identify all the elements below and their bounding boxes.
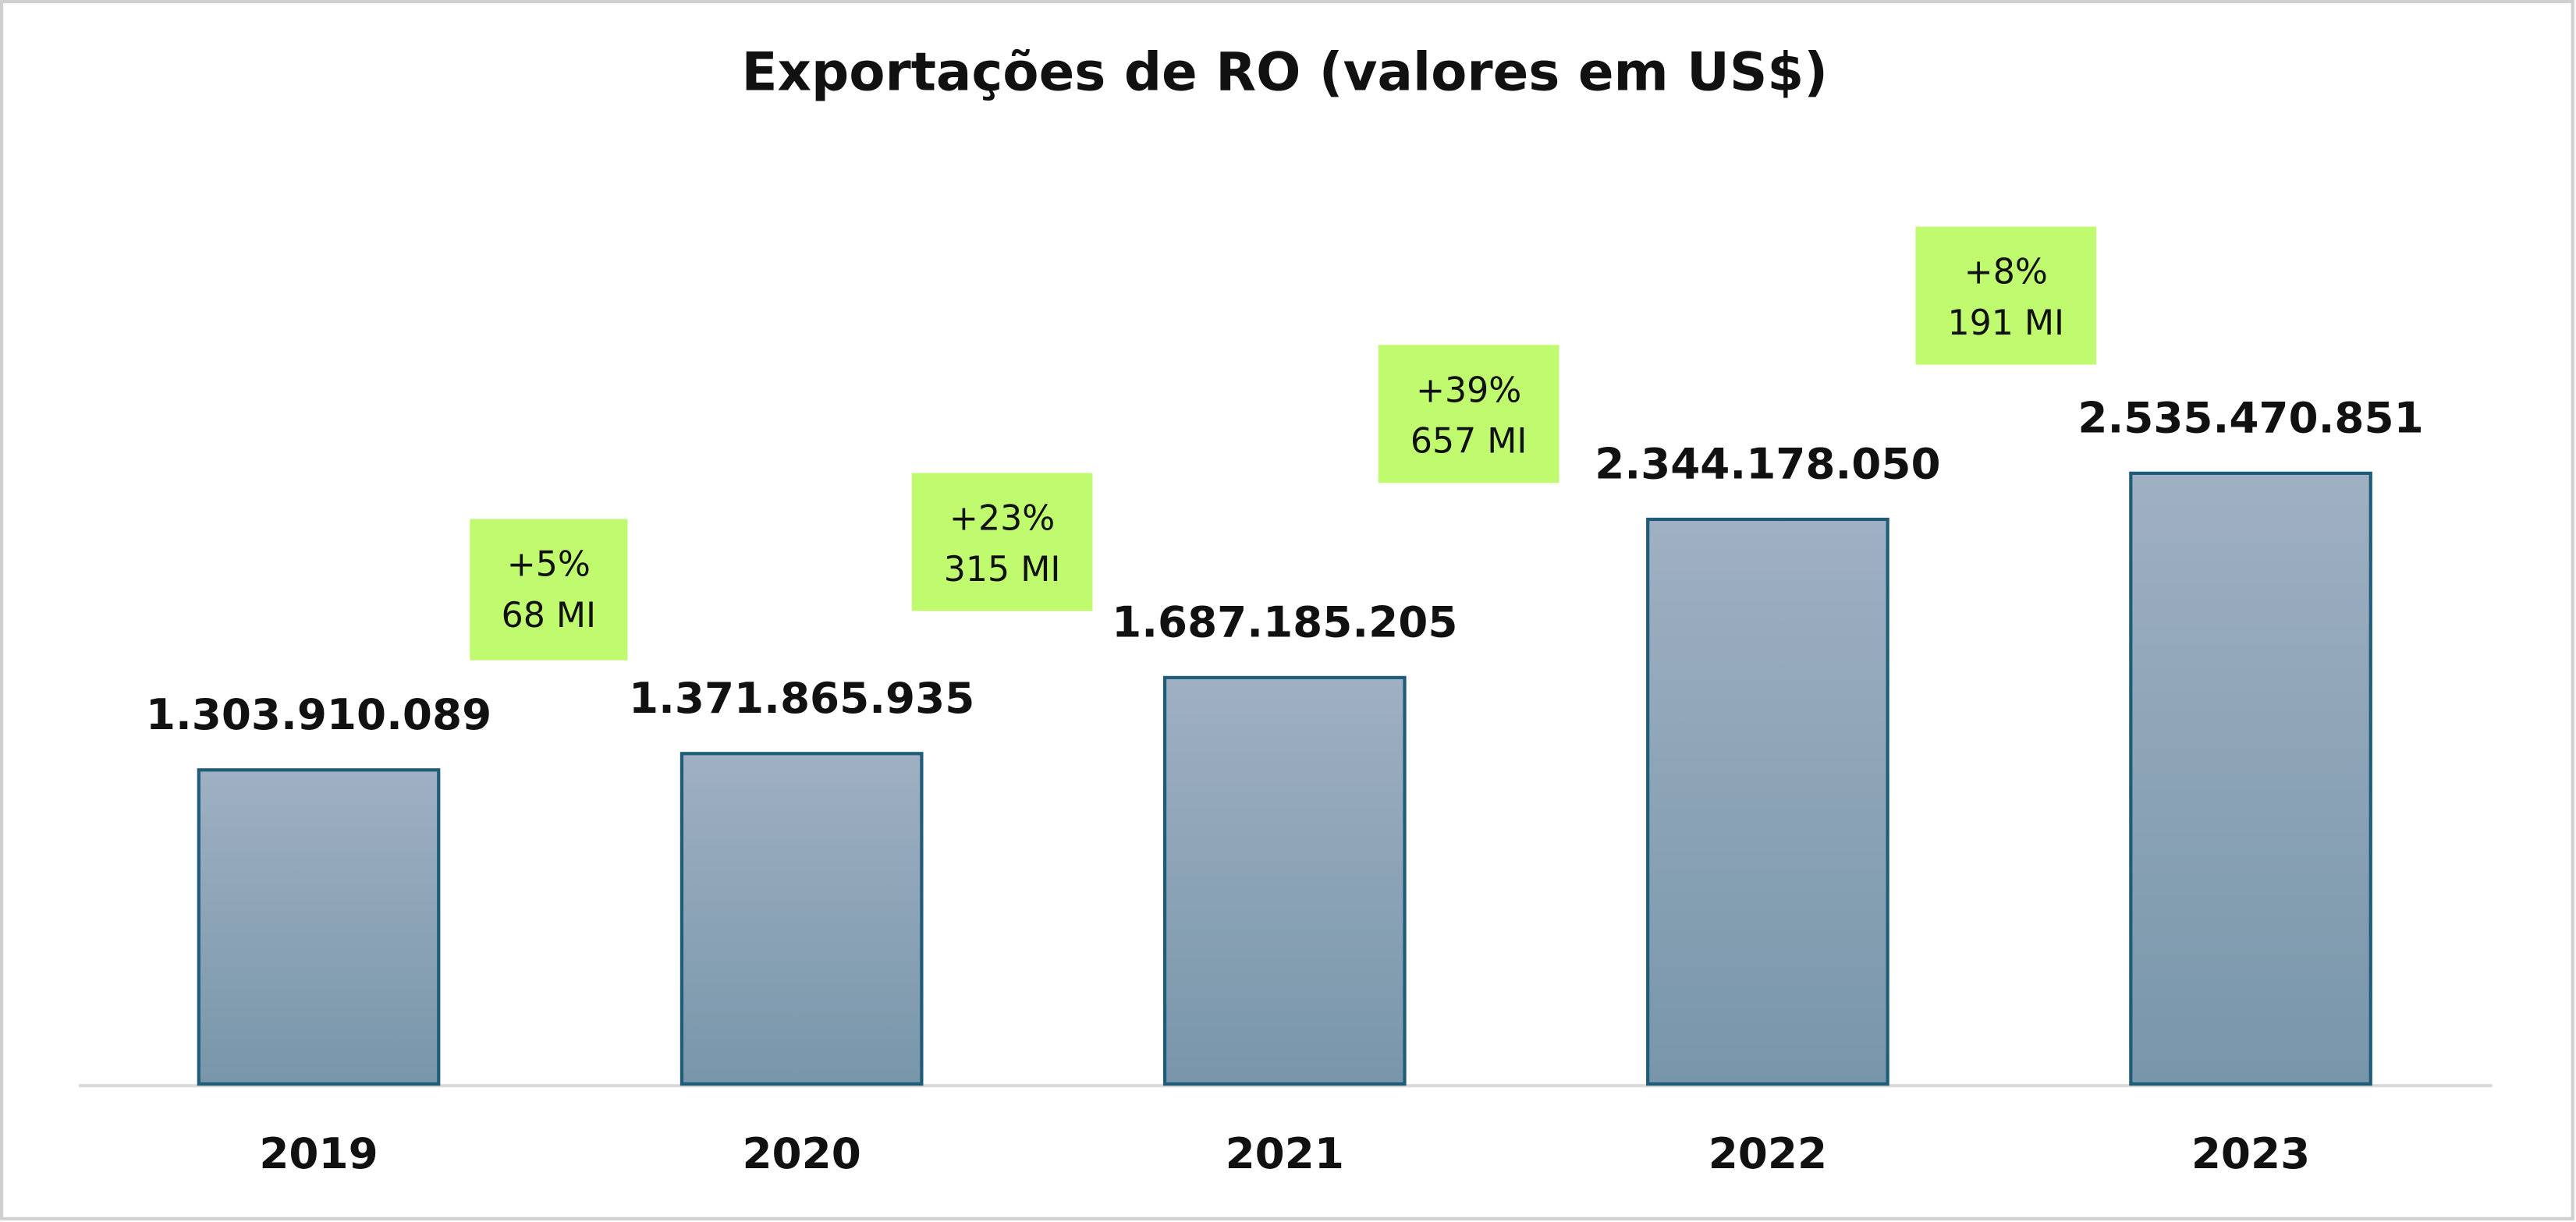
value-label: 2.344.178.050 [1595, 439, 1940, 489]
annotation-diff: 315 MI [944, 550, 1061, 590]
value-label: 2.535.470.851 [2077, 393, 2423, 443]
annotation-box [470, 519, 628, 661]
x-tick-label: 2021 [1226, 1128, 1344, 1178]
x-tick-label: 2022 [1708, 1128, 1827, 1178]
x-tick-label: 2023 [2191, 1128, 2310, 1178]
bar [1646, 517, 1889, 1086]
value-label: 1.687.185.205 [1112, 597, 1457, 647]
value-label: 1.303.910.089 [146, 689, 491, 739]
annotation-box [911, 473, 1093, 611]
annotation-diff: 68 MI [502, 596, 597, 636]
annotation-box [1378, 345, 1559, 483]
annotation-change: +39% [1416, 370, 1521, 410]
annotation-diff: 657 MI [1410, 422, 1528, 462]
bar [197, 768, 441, 1086]
x-tick-label: 2020 [742, 1128, 860, 1178]
annotation-box [1915, 226, 2097, 365]
annotation-diff: 191 MI [1947, 303, 2064, 343]
annotation-change: +5% [507, 545, 591, 585]
value-label: 1.371.865.935 [629, 673, 974, 723]
bar [679, 752, 924, 1086]
annotation-change: +8% [1964, 253, 2048, 292]
bar [1162, 675, 1407, 1086]
annotation-change: +23% [949, 499, 1055, 539]
x-tick-label: 2019 [259, 1128, 378, 1178]
chart-title: Exportações de RO (valores em US$) [742, 41, 1829, 102]
bar [2129, 471, 2372, 1086]
